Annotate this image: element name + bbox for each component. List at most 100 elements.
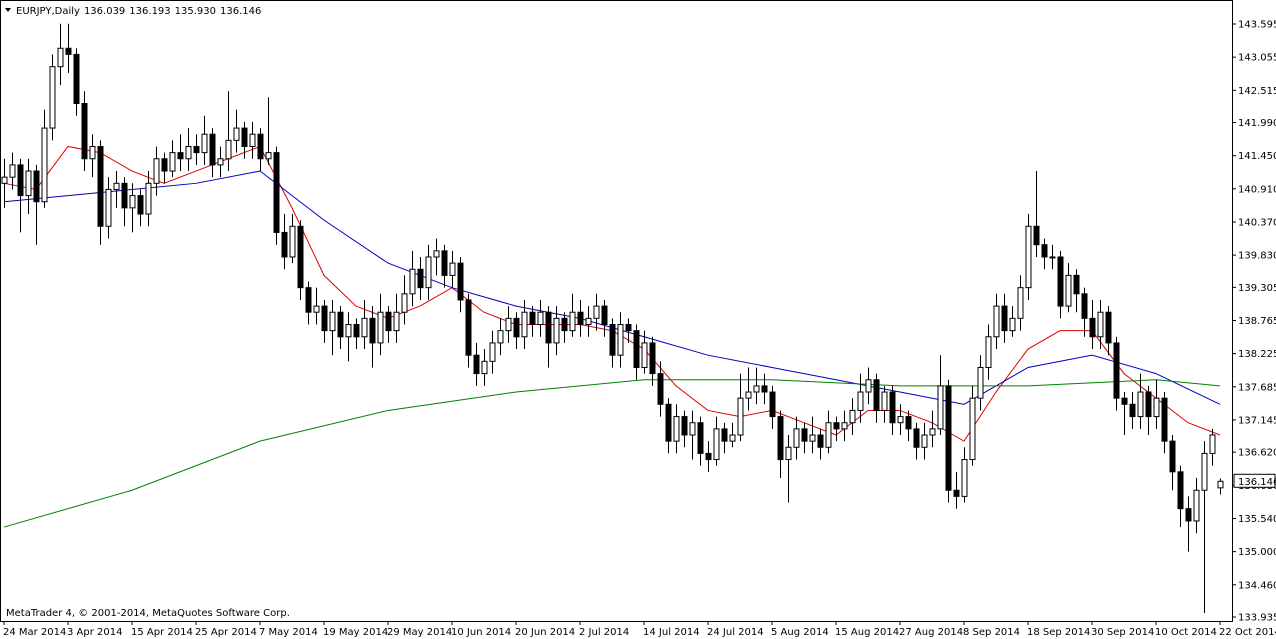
- candle-body: [721, 428, 728, 442]
- candle-body: [1177, 471, 1184, 510]
- candle-body: [929, 428, 936, 436]
- candle-body: [945, 385, 952, 491]
- candle-body: [225, 139, 232, 160]
- candle-body: [1201, 452, 1208, 491]
- symbol: EURJPY,Daily: [16, 6, 80, 17]
- candle-body: [449, 262, 456, 276]
- y-tick-label: 142.515: [1238, 86, 1276, 97]
- candle-body: [841, 422, 848, 430]
- candle-body: [1065, 274, 1072, 307]
- candle-body: [1, 176, 8, 184]
- candle-body: [625, 324, 632, 332]
- candle-body: [689, 422, 696, 436]
- y-tick-label: 136.620: [1238, 448, 1276, 459]
- candle-body: [785, 446, 792, 461]
- candle-body: [177, 152, 184, 160]
- candle-body: [401, 293, 408, 313]
- candle-body: [1137, 391, 1144, 418]
- candle-body: [81, 103, 88, 160]
- y-tick-label: 134.460: [1238, 580, 1276, 591]
- candle-body: [417, 268, 424, 289]
- x-tick-label: 5 Aug 2014: [771, 627, 829, 638]
- candle-body: [809, 434, 816, 442]
- candle-body: [1081, 293, 1088, 319]
- candle-body: [217, 158, 224, 166]
- candle-body: [633, 330, 640, 368]
- y-tick-label: 140.910: [1238, 184, 1276, 195]
- x-tick-label: 24 Jul 2014: [707, 627, 764, 638]
- candle-body: [193, 145, 200, 154]
- candle-body: [1033, 225, 1040, 246]
- candle-body: [577, 311, 584, 326]
- candle-body: [545, 311, 552, 344]
- candle-body: [1217, 480, 1224, 489]
- chart-header: EURJPY,Daily 136.039 136.193 135.930 136.146: [16, 6, 261, 17]
- candle-body: [337, 311, 344, 338]
- candle-body: [329, 311, 336, 332]
- candle-body: [921, 434, 928, 448]
- candle-body: [857, 391, 864, 411]
- x-tick-label: 3 Apr 2014: [67, 627, 122, 638]
- candle-body: [425, 256, 432, 289]
- candle-body: [89, 145, 96, 160]
- moving-average: [3, 379, 1221, 528]
- y-tick-label: 139.830: [1238, 251, 1276, 262]
- candle-body: [1193, 489, 1200, 522]
- candle-body: [393, 311, 400, 332]
- x-tick-label: 7 May 2014: [259, 627, 318, 638]
- candle-body: [465, 299, 472, 356]
- candle-body: [609, 324, 616, 356]
- y-tick-label: 137.685: [1238, 382, 1276, 393]
- candle-body: [913, 428, 920, 448]
- plot-frame: [0, 0, 1233, 622]
- y-tick-label: 143.595: [1238, 20, 1276, 31]
- candle-body: [897, 416, 904, 424]
- candle-body: [1089, 317, 1096, 338]
- candle-body: [793, 428, 800, 448]
- candle-body: [985, 336, 992, 368]
- candle-body: [537, 311, 544, 326]
- header-value: 135.930: [175, 6, 216, 17]
- candle-body: [17, 164, 24, 197]
- candle-body: [1025, 225, 1032, 289]
- candle-body: [305, 287, 312, 313]
- candle-body: [865, 379, 872, 393]
- candle-body: [1185, 508, 1192, 522]
- candle-body: [697, 422, 704, 454]
- candle-body: [585, 317, 592, 326]
- candle-body: [849, 409, 856, 424]
- candle-body: [1121, 397, 1128, 405]
- candle-body: [521, 311, 528, 338]
- y-tick-label: 140.370: [1238, 217, 1276, 228]
- candle-body: [1105, 311, 1112, 344]
- candle-body: [297, 225, 304, 289]
- candle-body: [825, 422, 832, 448]
- candle-body: [977, 366, 984, 399]
- candle-body: [513, 317, 520, 338]
- candle-body: [73, 53, 80, 105]
- candle-body: [321, 305, 328, 332]
- x-tick-label: 19 May 2014: [323, 627, 388, 638]
- candle-body: [433, 250, 440, 258]
- candle-body: [353, 324, 360, 338]
- candle-body: [345, 324, 352, 338]
- candle-body: [769, 391, 776, 418]
- candle-body: [49, 66, 56, 129]
- candle-body: [369, 317, 376, 344]
- y-tick-label: 133.935: [1238, 613, 1276, 624]
- candle-body: [209, 133, 216, 166]
- candle-body: [777, 416, 784, 461]
- candle-body: [33, 170, 40, 203]
- candle-body: [129, 195, 136, 209]
- candle-body: [593, 305, 600, 319]
- x-tick-label: 15 Aug 2014: [835, 627, 899, 638]
- candle-body: [313, 305, 320, 313]
- candle-body: [497, 330, 504, 344]
- candle-body: [377, 311, 384, 344]
- candle-body: [905, 416, 912, 430]
- x-tick-label: 20 Jun 2014: [515, 627, 575, 638]
- candle-body: [57, 47, 64, 68]
- y-tick-label: 141.990: [1238, 118, 1276, 129]
- candle-body: [241, 127, 248, 147]
- candle-body: [761, 385, 768, 393]
